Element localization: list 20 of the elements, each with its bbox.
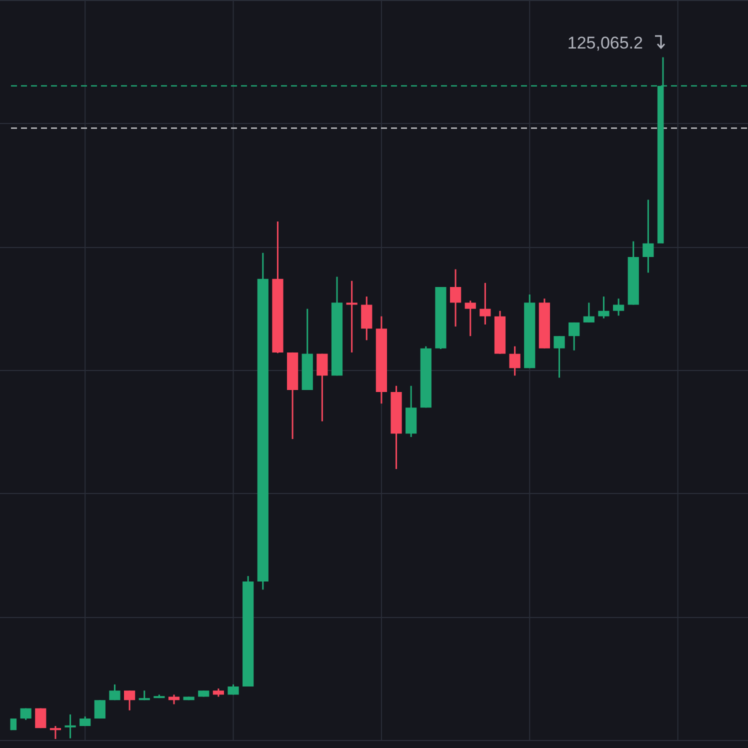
candlestick [568,322,580,352]
candlestick [464,300,476,337]
candlestick [642,198,654,274]
candlestick [554,335,565,378]
candlestick [64,714,76,740]
candlestick [94,699,106,720]
text: 125,065.2 [567,33,643,52]
candlestick [168,694,180,705]
candlestick [50,725,62,740]
candlestick [124,690,136,712]
candlestick [509,346,520,376]
candlestick [361,296,372,341]
candlestick [598,296,610,320]
candlestick [316,353,328,422]
candlestick [109,684,120,701]
candlestick [583,302,594,324]
candlestick [480,282,491,326]
candlestick [346,280,358,354]
candlestick [450,268,462,328]
candlestick [612,298,624,316]
